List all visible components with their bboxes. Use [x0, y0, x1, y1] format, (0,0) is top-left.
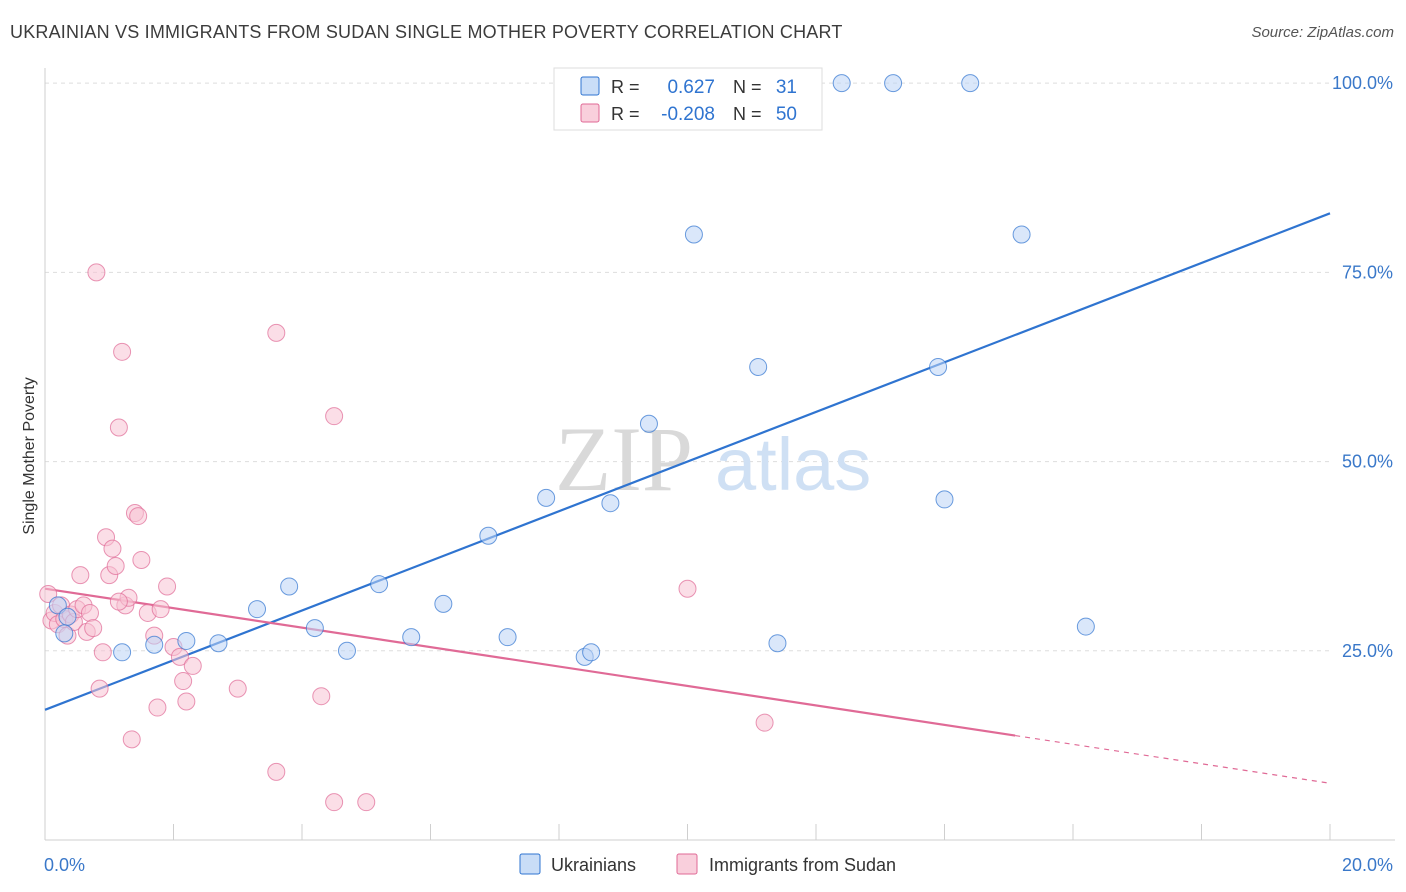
legend-r-value: 0.627 [667, 77, 715, 98]
sudan-point [122, 730, 141, 749]
series-legend: Ukrainians Immigrants from Sudan [519, 853, 896, 875]
trend-lines [44, 212, 1331, 784]
legend-r-label: R = [611, 104, 640, 124]
series-legend-swatch-sudan [676, 853, 698, 875]
ukrainians-point [961, 74, 980, 93]
watermark-zip: ZIP [555, 408, 693, 510]
y-axis-label: Single Mother Poverty [21, 377, 38, 534]
series-legend-swatch-ukrainians [519, 853, 541, 875]
ukrainians-point [1076, 617, 1095, 636]
sudan-point [93, 643, 112, 662]
sudan-point [183, 656, 202, 675]
sudan-point [325, 793, 344, 812]
ukrainians-point [434, 594, 453, 613]
gridlines [45, 82, 1330, 652]
data-points [39, 74, 1095, 812]
ukrainians-point [479, 526, 498, 545]
ukrainians-point [684, 225, 703, 244]
ukrainians-point [370, 575, 389, 594]
ukrainians-point [209, 634, 228, 653]
axes [44, 68, 1395, 841]
ukrainians-point [113, 643, 132, 662]
ukrainians-point [537, 488, 556, 507]
sudan-point [228, 679, 247, 698]
sudan-point [357, 793, 376, 812]
sudan-point [132, 550, 151, 569]
sudan-point [90, 679, 109, 698]
legend-r-label: R = [611, 77, 640, 97]
ukrainians-point [768, 634, 787, 653]
sudan-point [87, 263, 106, 282]
source-label: Source: ZipAtlas.com [1251, 24, 1394, 41]
sudan-point [312, 687, 331, 706]
sudan-point [267, 323, 286, 342]
watermark-atlas: atlas [715, 423, 871, 506]
ukrainians-point [498, 628, 517, 647]
sudan-point [109, 592, 128, 611]
x-tick-label: 0.0% [44, 855, 85, 875]
sudan-point [267, 762, 286, 781]
sudan-point [177, 692, 196, 711]
ukrainians-point [935, 490, 954, 509]
stats-legend: R = 0.627 N = 31 R = -0.208 N = 50 [553, 67, 823, 131]
ukrainians-point [145, 635, 164, 654]
legend-swatch-sudan [580, 103, 600, 123]
y-tick-labels: 25.0% 50.0% 75.0% 100.0% [1332, 73, 1393, 661]
sudan-point [755, 713, 774, 732]
legend-n-label: N = [733, 77, 762, 97]
sudan-point [151, 600, 170, 619]
y-tick-label: 75.0% [1342, 262, 1393, 282]
series-legend-label-sudan: Immigrants from Sudan [709, 855, 896, 875]
ukrainians-point [58, 607, 77, 626]
sudan-point [678, 579, 697, 598]
legend-n-value: 31 [776, 77, 797, 98]
ukrainians-point [601, 494, 620, 513]
ukrainians-point [55, 624, 74, 643]
ukrainians-point [280, 577, 299, 596]
ukrainians-point [305, 619, 324, 638]
ukrainians-point [929, 357, 948, 376]
ukrainians-point [749, 357, 768, 376]
legend-n-value: 50 [776, 104, 797, 125]
sudan-point [325, 407, 344, 426]
watermark: ZIP atlas [555, 408, 871, 510]
x-tick-labels: 0.0% 20.0% [44, 855, 1393, 875]
legend-r-value: -0.208 [661, 104, 715, 125]
sudan-point [129, 507, 148, 526]
ukrainians-point [884, 74, 903, 93]
ukrainians-point [177, 631, 196, 650]
sudan-point [84, 619, 103, 638]
ukrainians-point [248, 600, 267, 619]
sudan-trend-line [44, 587, 1016, 737]
ukrainians-point [832, 74, 851, 93]
sudan-point [158, 577, 177, 596]
x-tick-label: 20.0% [1342, 855, 1393, 875]
ukrainians-point [639, 414, 658, 433]
ukrainians-point [582, 643, 601, 662]
sudan-point [113, 342, 132, 361]
sudan-point [148, 698, 167, 717]
legend-swatch-ukrainians [580, 76, 600, 96]
ukrainians-point [402, 628, 421, 647]
chart-title: UKRAINIAN VS IMMIGRANTS FROM SUDAN SINGL… [10, 22, 843, 42]
ukrainians-point [337, 641, 356, 660]
y-tick-label: 25.0% [1342, 641, 1393, 661]
sudan-point [174, 672, 193, 691]
sudan-point [170, 647, 189, 666]
y-tick-label: 100.0% [1332, 73, 1393, 93]
ukrainians-point [1012, 225, 1031, 244]
sudan-point [106, 557, 125, 576]
series-legend-label-ukrainians: Ukrainians [551, 855, 636, 875]
sudan-point [80, 603, 99, 622]
sudan-point [71, 566, 90, 585]
sudan-trend-extension [1015, 734, 1331, 784]
sudan-point [109, 418, 128, 437]
sudan-point [103, 539, 122, 558]
legend-n-label: N = [733, 104, 762, 124]
y-tick-label: 50.0% [1342, 452, 1393, 472]
ukrainians-trend-line [44, 212, 1331, 711]
